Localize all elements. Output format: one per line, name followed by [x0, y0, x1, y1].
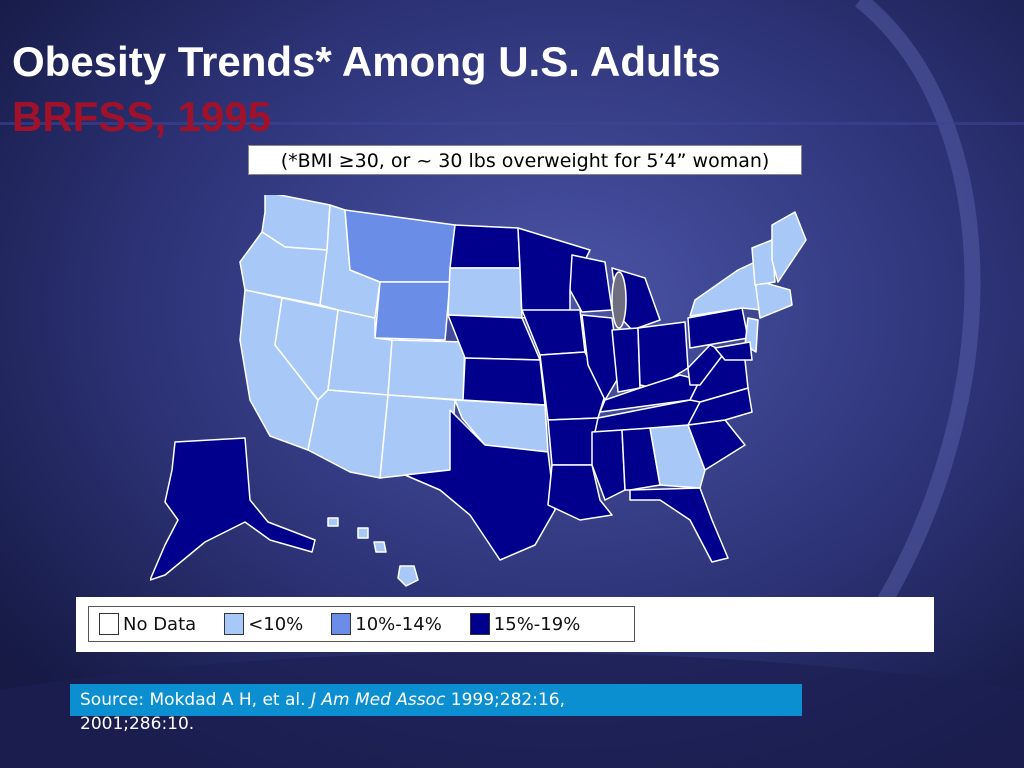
state-new-england-south — [754, 279, 793, 319]
legend-swatch-15-19 — [469, 613, 490, 635]
us-obesity-map — [150, 195, 807, 587]
state-florida — [629, 487, 729, 563]
legend-swatch-10-14 — [331, 613, 352, 635]
state-west-virginia — [687, 344, 726, 386]
state-texas — [404, 409, 556, 561]
source-journal: J Am Med Assoc — [310, 690, 446, 710]
bmi-note: (*BMI ≥30, or ~ 30 lbs overweight for 5’… — [248, 145, 802, 175]
legend-swatch-no-data — [99, 613, 119, 635]
state-vermont-nh — [751, 239, 776, 286]
state-hawaii-kauai — [327, 517, 339, 527]
source-citation: Source: Mokdad A H, et al. J Am Med Asso… — [70, 684, 802, 734]
source-prefix: Source: Mokdad A H, et al. — [80, 690, 306, 710]
state-new-york — [689, 261, 763, 317]
source-continuation: 2001;286:10. — [80, 714, 195, 734]
state-illinois — [581, 314, 621, 401]
state-hawaii-big — [397, 565, 419, 587]
state-wisconsin — [569, 254, 613, 313]
map-legend: No Data <10% 10%-14% 15%-19% — [88, 606, 635, 642]
state-new-mexico — [379, 394, 456, 479]
legend-label-lt10: <10% — [248, 613, 304, 635]
state-south-dakota — [447, 267, 523, 319]
state-arkansas — [547, 417, 599, 466]
legend-label-10-14: 10%-14% — [355, 613, 442, 635]
state-colorado — [387, 339, 466, 401]
state-maryland-delaware — [714, 341, 753, 361]
state-montana — [344, 209, 456, 283]
state-georgia — [649, 424, 706, 489]
state-hawaii-oahu — [357, 527, 369, 539]
state-north-dakota — [449, 224, 521, 269]
source-citation-numbers: 1999;282:16, — [450, 690, 565, 710]
lake-michigan — [611, 271, 627, 329]
legend-item-no-data: No Data — [99, 613, 196, 635]
legend-swatch-lt10 — [224, 613, 245, 635]
legend-panel: No Data <10% 10%-14% 15%-19% — [76, 597, 934, 652]
legend-item-10-14: 10%-14% — [331, 613, 442, 635]
legend-item-lt10: <10% — [224, 613, 303, 635]
legend-label-no-data: No Data — [123, 613, 197, 635]
state-mississippi — [591, 429, 626, 501]
state-maine — [771, 211, 807, 283]
legend-label-15-19: 15%-19% — [493, 613, 581, 635]
slide-subtitle: BRFSS, 1995 — [12, 93, 272, 140]
legend-item-15-19: 15%-19% — [469, 613, 581, 635]
state-kansas — [462, 357, 546, 406]
state-hawaii-maui — [373, 541, 387, 553]
state-alaska — [150, 437, 316, 581]
state-wyoming — [374, 281, 451, 341]
state-arizona — [307, 389, 389, 479]
state-alabama — [621, 427, 661, 491]
slide-title: Obesity Trends* Among U.S. Adults — [12, 38, 721, 85]
